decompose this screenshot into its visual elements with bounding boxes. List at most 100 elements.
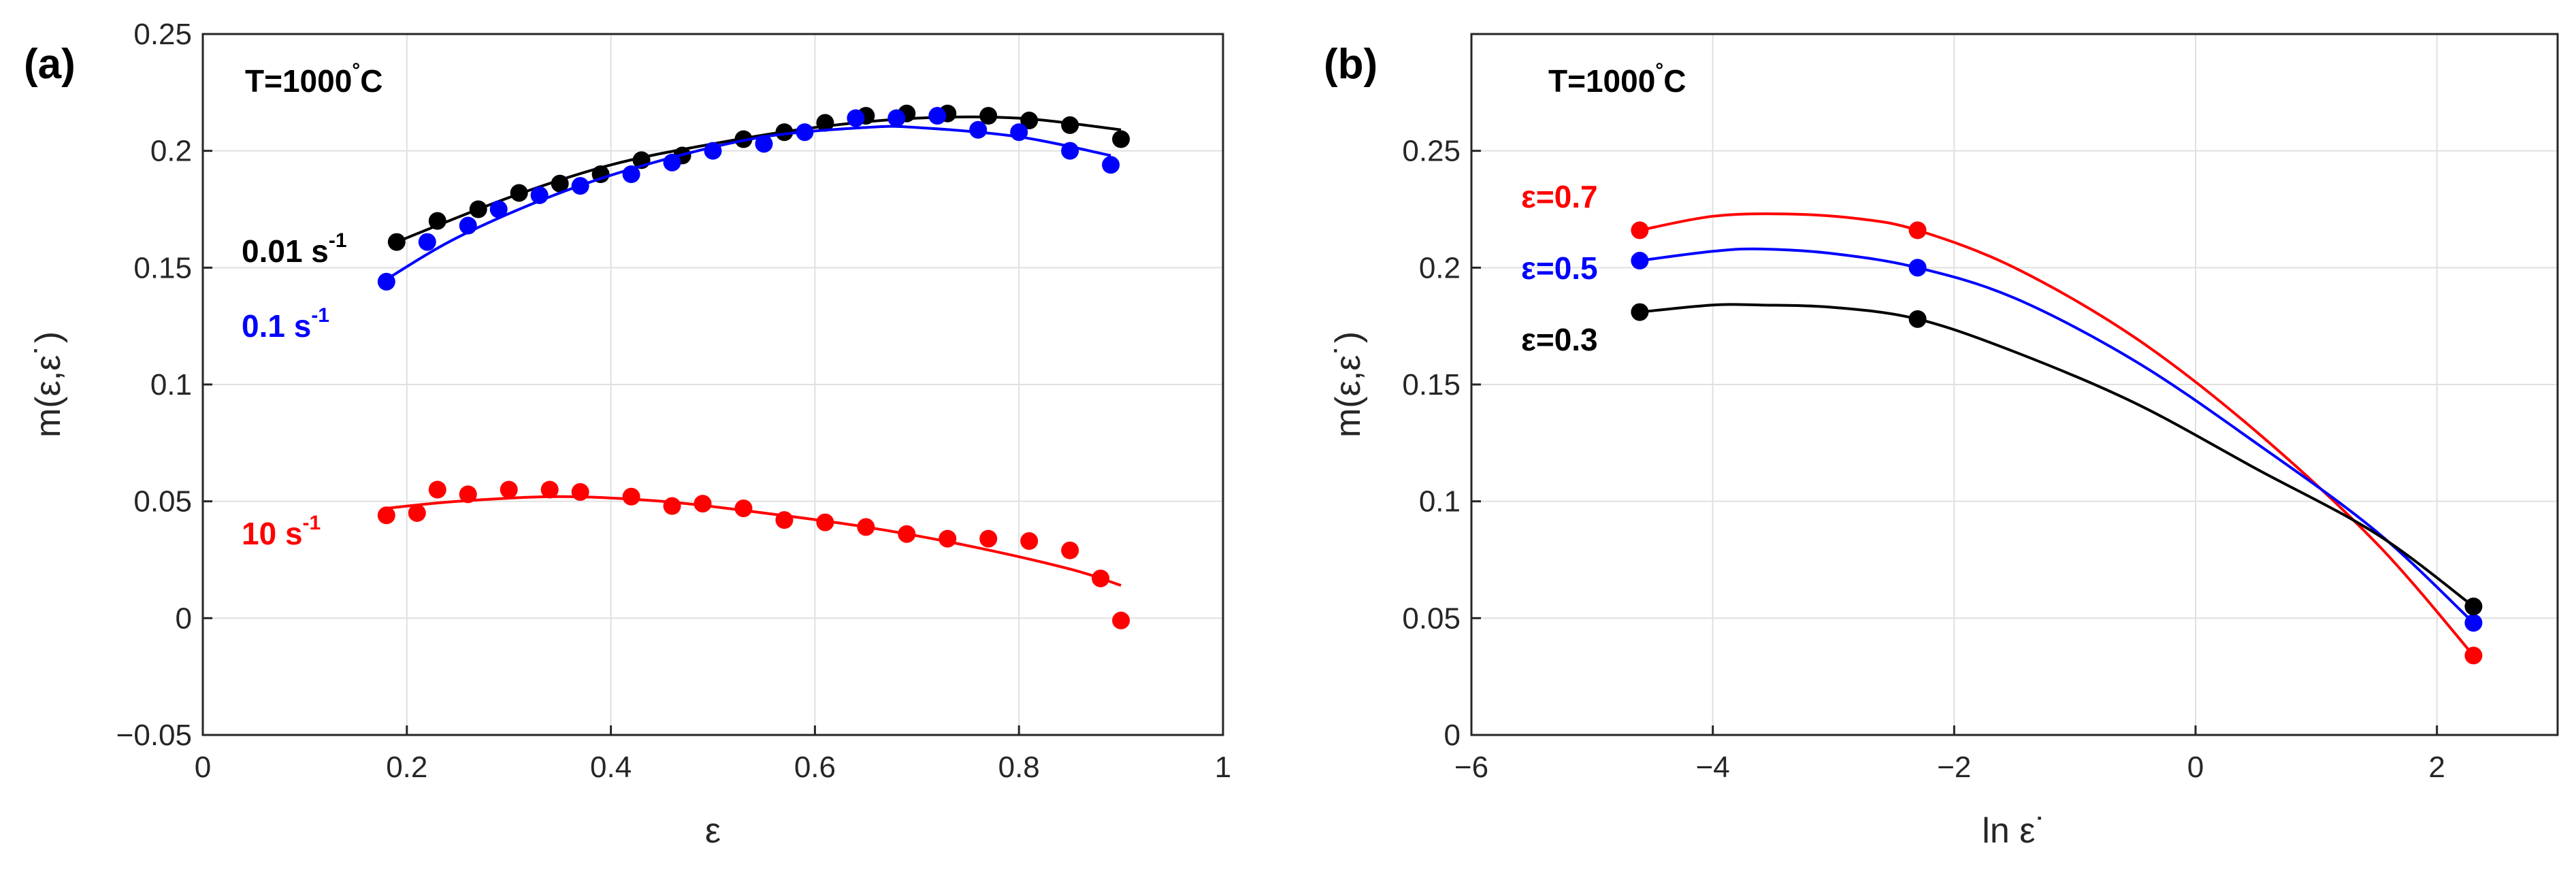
data-point <box>571 482 589 501</box>
x-tick-label: 0 <box>195 751 211 784</box>
data-point <box>694 495 712 513</box>
data-point <box>408 504 426 522</box>
x-tick-label: 1 <box>1215 751 1231 784</box>
data-point <box>377 506 395 525</box>
data-point <box>969 120 988 139</box>
series-label: 10 s-1 <box>242 512 321 551</box>
data-point <box>377 272 395 291</box>
series-group: ε=0.5 <box>1521 247 2483 632</box>
data-point <box>1061 541 1079 559</box>
x-tick-label: 0 <box>2187 751 2204 784</box>
series-line <box>1640 303 2475 608</box>
data-point <box>857 518 875 536</box>
series-line <box>1640 212 2475 657</box>
data-point <box>1092 569 1110 587</box>
series-group: ε=0.3 <box>1521 303 2483 616</box>
x-tick-label: 0.8 <box>998 751 1040 784</box>
y-tick-label: 0.05 <box>1402 602 1461 635</box>
data-point <box>734 499 753 517</box>
temperature-annotation: T=1000°C <box>245 59 383 99</box>
data-point <box>887 109 906 127</box>
x-tick-label: −2 <box>1937 751 1971 784</box>
data-point <box>510 184 528 202</box>
y-axis-label: m(ε,ε˙) <box>1328 331 1368 438</box>
data-point <box>571 177 589 195</box>
data-point <box>1102 156 1120 174</box>
data-point <box>1020 532 1039 551</box>
y-tick-label: 0.1 <box>150 368 192 402</box>
y-tick-label: 0.25 <box>133 18 192 51</box>
series-label: 0.1 s-1 <box>242 304 329 344</box>
x-tick-label: 2 <box>2428 751 2445 784</box>
series-group: 0.1 s-1 <box>242 107 1120 344</box>
series-label: ε=0.7 <box>1521 179 1598 214</box>
data-point <box>1061 142 1079 160</box>
series-line <box>1640 247 2475 624</box>
data-point <box>530 186 549 204</box>
data-point <box>663 497 681 515</box>
x-tick-label: −6 <box>1454 751 1488 784</box>
data-point <box>1908 259 1927 277</box>
data-point <box>387 233 406 251</box>
data-point <box>847 109 865 127</box>
data-point <box>816 513 834 531</box>
data-point <box>2464 646 2483 665</box>
y-tick-label: 0 <box>176 602 192 635</box>
data-point <box>928 107 947 125</box>
series-label: ε=0.3 <box>1521 322 1598 357</box>
data-point <box>1010 123 1028 142</box>
y-tick-label: 0.1 <box>1419 485 1461 519</box>
series-group: 0.01 s-1 <box>242 104 1130 269</box>
panel-label: (b) <box>1324 41 1377 88</box>
x-tick-label: 0.4 <box>590 751 632 784</box>
series-label: ε=0.5 <box>1521 250 1598 286</box>
data-point <box>540 480 559 499</box>
y-tick-label: 0.25 <box>1402 135 1461 168</box>
panel-label: (a) <box>24 41 76 88</box>
x-tick-label: 0.2 <box>386 751 427 784</box>
data-point <box>704 142 722 160</box>
data-point <box>979 529 998 548</box>
data-point <box>1020 112 1039 130</box>
data-point <box>979 107 998 125</box>
data-point <box>796 123 814 142</box>
y-tick-label: 0.2 <box>1419 251 1461 284</box>
data-point <box>775 511 794 529</box>
data-point <box>428 212 446 230</box>
data-point <box>418 233 436 251</box>
data-point <box>1112 611 1130 629</box>
data-point <box>939 529 957 548</box>
data-point <box>459 216 477 235</box>
data-point <box>1908 310 1927 328</box>
data-point <box>663 153 681 171</box>
series-group: ε=0.7 <box>1521 179 2483 665</box>
x-tick-label: 0.6 <box>794 751 836 784</box>
y-tick-label: 0 <box>1444 719 1461 752</box>
data-point <box>1112 130 1130 148</box>
series-label: 0.01 s-1 <box>242 229 347 269</box>
panel-a-chart: 0 0.2 0.4 0.6 0.8 1−0.0500.050.10.150.20.25εm… <box>24 18 1231 851</box>
temperature-annotation: T=1000°C <box>1548 59 1686 99</box>
data-point <box>489 200 508 218</box>
x-axis-label: ln ε˙ <box>1982 811 2047 851</box>
data-point <box>2464 597 2483 616</box>
data-point <box>551 174 569 193</box>
data-point <box>469 200 487 218</box>
data-point <box>1631 221 1649 240</box>
data-point <box>459 485 477 504</box>
data-point <box>1061 116 1079 134</box>
y-tick-label: 0.15 <box>1402 368 1461 402</box>
data-point <box>500 480 518 499</box>
data-point <box>1631 252 1649 270</box>
y-tick-label: 0.05 <box>133 485 192 519</box>
data-point <box>775 123 794 142</box>
x-axis-label: ε <box>705 811 721 851</box>
y-tick-label: 0.15 <box>133 251 192 284</box>
x-tick-label: −4 <box>1696 751 1730 784</box>
y-tick-label: 0.2 <box>150 135 192 168</box>
data-point <box>898 525 916 543</box>
data-point <box>2464 614 2483 632</box>
series-line <box>385 125 1111 281</box>
data-point <box>622 487 640 506</box>
y-axis-label: m(ε,ε˙) <box>29 331 68 438</box>
